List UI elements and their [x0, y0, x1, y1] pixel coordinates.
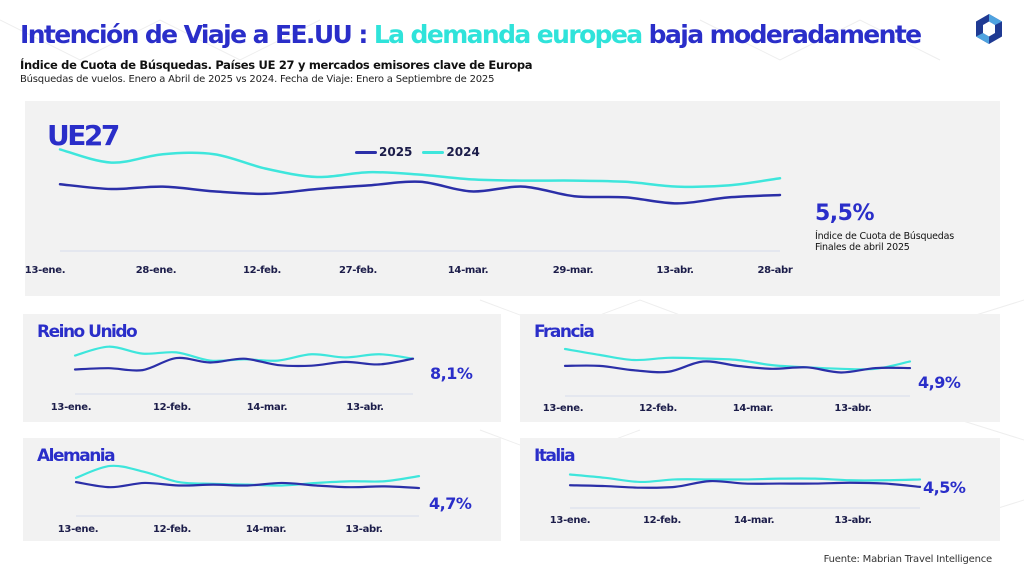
- x-tick-label: 12-feb.: [639, 403, 677, 414]
- x-tick-label: 13-ene.: [51, 402, 91, 413]
- chart-title: Reino Unido: [37, 322, 138, 342]
- title-part1: Intención de Viaje a EE.UU :: [20, 20, 374, 49]
- series-line-2024: [563, 347, 912, 371]
- series-line-2024: [74, 464, 421, 487]
- title-part2: La demanda europea: [373, 20, 643, 49]
- x-tick-label: 14-mar.: [448, 265, 488, 276]
- x-tick-label: 28-ene.: [136, 265, 176, 276]
- series-line-2025: [563, 360, 912, 374]
- legend-item-2025: 2025: [355, 145, 412, 159]
- chart-panel-reino-unido: Reino Unido 13-ene. 12-feb. 14-mar. 13-abr.…: [23, 314, 501, 422]
- chart-svg: 13-ene. 28-ene. 12-feb. 27-feb. 14-mar. 29-ma…: [25, 148, 793, 276]
- series-line-2025: [58, 180, 782, 205]
- chart-svg: 13-ene. 12-feb. 14-mar. 13-abr.: [550, 473, 922, 526]
- x-tick-label: 14-mar.: [247, 402, 287, 413]
- x-tick-label: 14-mar.: [733, 403, 773, 414]
- legend-swatch-2025: [355, 150, 377, 154]
- x-tick-label: 13-ene.: [550, 515, 590, 526]
- x-tick-label: 12-feb.: [243, 265, 281, 276]
- final-value: 8,1%: [430, 364, 473, 383]
- chart-svg: 13-ene. 12-feb. 14-mar. 13-abr.: [543, 347, 912, 414]
- x-tick-label: 29-mar.: [553, 265, 593, 276]
- header: Intención de Viaje a EE.UU : La demanda …: [20, 18, 922, 85]
- x-tick-label: 14-mar.: [734, 515, 774, 526]
- x-tick-label: 13-ene.: [58, 524, 98, 535]
- legend-swatch-2024: [422, 150, 445, 154]
- x-tick-label: 12-feb.: [153, 402, 191, 413]
- page-title: Intención de Viaje a EE.UU : La demanda …: [20, 18, 922, 52]
- series-line-2025: [74, 481, 421, 490]
- x-tick-label: 13-abr.: [834, 515, 871, 526]
- final-value: 4,5%: [923, 478, 966, 497]
- x-tick-label: 13-ene.: [543, 403, 583, 414]
- chart-title: Alemania: [37, 446, 116, 466]
- chart-panel-ue27: UE27 2025 2024 13-ene. 28-ene. 12-feb. 27-f…: [25, 101, 1000, 296]
- chart-svg: 13-ene. 12-feb. 14-mar. 13-abr.: [51, 345, 415, 413]
- chart-title: Italia: [534, 446, 576, 466]
- legend-label: 2024: [446, 145, 480, 159]
- final-value: 4,7%: [429, 494, 472, 513]
- x-tick-label: 13-abr.: [834, 403, 871, 414]
- title-part3: baja moderadamente: [641, 20, 922, 49]
- chart-svg: 13-ene. 12-feb. 14-mar. 13-abr.: [58, 464, 421, 535]
- x-tick-label: 14-mar.: [246, 524, 286, 535]
- final-value-desc-line2: Finales de abril 2025: [815, 242, 910, 253]
- series-line-2024: [58, 148, 782, 189]
- final-value-desc-line1: Índice de Cuota de Búsquedas: [815, 231, 954, 242]
- chart-panel-italia: Italia 13-ene. 12-feb. 14-mar. 13-abr. 4,5%: [520, 438, 1000, 541]
- series-line-2025: [568, 479, 922, 489]
- series-line-2024: [568, 473, 922, 484]
- final-value-description: Índice de Cuota de Búsquedas Finales de …: [815, 231, 954, 253]
- x-tick-label: 13-abr.: [656, 265, 693, 276]
- x-tick-label: 12-feb.: [153, 524, 191, 535]
- x-tick-label: 27-feb.: [339, 265, 377, 276]
- final-value: 5,5%: [815, 201, 875, 226]
- legend-label: 2025: [379, 145, 413, 159]
- x-tick-label: 28-abr: [757, 265, 792, 276]
- chart-panel-alemania: Alemania 13-ene. 12-feb. 14-mar. 13-abr. 4,…: [23, 438, 501, 541]
- chart-legend: 2025 2024: [355, 145, 480, 159]
- page-subtitle: Índice de Cuota de Búsquedas. Países UE …: [20, 58, 533, 72]
- final-value: 4,9%: [918, 373, 961, 392]
- x-tick-label: 13-abr.: [345, 524, 382, 535]
- page-subtitle-note: Búsquedas de vuelos. Enero a Abril de 20…: [20, 74, 495, 85]
- series-line-2025: [73, 356, 415, 372]
- chart-title: Francia: [534, 322, 595, 342]
- legend-item-2024: 2024: [422, 145, 480, 159]
- x-tick-label: 12-feb.: [643, 515, 681, 526]
- source-note: Fuente: Mabrian Travel Intelligence: [823, 554, 993, 565]
- x-tick-label: 13-ene.: [25, 265, 65, 276]
- chart-panel-francia: Francia 13-ene. 12-feb. 14-mar. 13-abr. 4,9…: [520, 314, 1000, 422]
- x-tick-label: 13-abr.: [346, 402, 383, 413]
- chart-title: UE27: [47, 119, 120, 152]
- hexagon-logo-icon: [976, 14, 1002, 44]
